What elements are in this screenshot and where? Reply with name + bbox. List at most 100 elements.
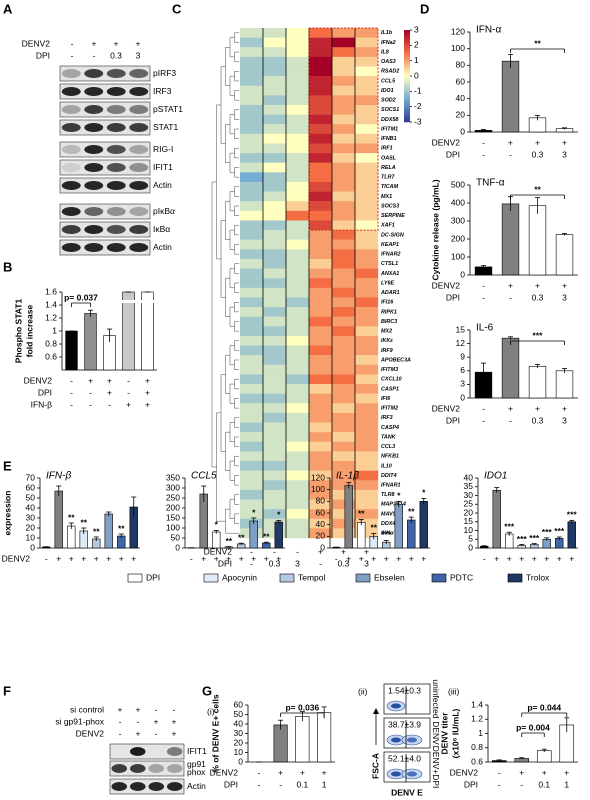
heatmap-cell bbox=[240, 95, 264, 106]
heatmap-cell bbox=[355, 210, 379, 221]
heatmap-cell bbox=[309, 335, 333, 346]
condition-sign: - bbox=[509, 292, 512, 302]
blot-band bbox=[106, 145, 126, 154]
colorbar-step bbox=[404, 57, 410, 61]
condition-sign: 0.3 bbox=[532, 415, 544, 425]
y-tick-label: 15 bbox=[456, 324, 466, 334]
bar bbox=[104, 513, 113, 549]
condition-name: si control bbox=[70, 704, 104, 714]
heatmap-cell bbox=[263, 85, 287, 96]
heatmap-cell bbox=[263, 307, 287, 317]
colorbar-label: -2 bbox=[414, 101, 422, 111]
blot-strip bbox=[59, 221, 151, 238]
gene-label: CASP4 bbox=[381, 425, 399, 431]
condition-sign: + bbox=[569, 553, 574, 563]
condition-sign: - bbox=[279, 779, 282, 789]
condition-sign: - bbox=[273, 546, 276, 556]
heatmap-cell bbox=[309, 528, 333, 539]
heatmap-cell bbox=[263, 316, 287, 327]
heatmap-cell bbox=[286, 191, 310, 202]
condition-sign: + bbox=[136, 704, 141, 714]
heatmap-cell bbox=[355, 345, 379, 356]
heatmap-cell bbox=[355, 364, 379, 375]
heatmap-cell bbox=[355, 124, 379, 135]
heatmap-cell bbox=[332, 384, 356, 394]
heatmap-cell bbox=[240, 66, 264, 77]
y-tick-label: 1 bbox=[478, 728, 483, 738]
heatmap-cell bbox=[332, 451, 356, 462]
gene-label: IDO1 bbox=[381, 88, 394, 94]
condition-sign: + bbox=[519, 767, 524, 777]
colorbar-step bbox=[404, 66, 410, 70]
heatmap-cell bbox=[286, 76, 310, 86]
condition-sign: + bbox=[564, 767, 569, 777]
heatmap-cell bbox=[263, 461, 287, 471]
condition-sign: 0.3 bbox=[338, 558, 350, 568]
heatmap-cell bbox=[332, 307, 356, 317]
y-tick-label: 30 bbox=[26, 512, 36, 522]
blot-strip bbox=[109, 760, 185, 777]
y-tick-label: 0 bbox=[460, 269, 465, 279]
condition-sign: + bbox=[318, 546, 323, 556]
heatmap-cell bbox=[309, 403, 333, 414]
y-tick-label: 9 bbox=[460, 351, 465, 361]
heatmap-cell bbox=[332, 85, 356, 96]
panel-letter: F bbox=[3, 683, 11, 698]
heatmap-cell bbox=[355, 403, 379, 414]
heatmap-cell bbox=[332, 268, 356, 279]
condition-sign: - bbox=[108, 399, 111, 409]
condition-sign: - bbox=[119, 728, 122, 738]
heatmap-cell bbox=[240, 143, 264, 154]
flow-population bbox=[391, 737, 401, 743]
heatmap-cell bbox=[309, 181, 333, 192]
heatmap-cell bbox=[332, 422, 356, 433]
blot-strip bbox=[59, 239, 151, 256]
heatmap-cell bbox=[286, 403, 310, 414]
heatmap-cell bbox=[286, 287, 310, 298]
flow-condition: DENV bbox=[431, 721, 441, 745]
flow-population bbox=[391, 703, 401, 709]
heatmap-cell bbox=[240, 403, 264, 414]
gene-label: MAVS bbox=[381, 511, 397, 517]
heatmap-cell bbox=[355, 518, 379, 529]
significance: ** bbox=[238, 532, 245, 542]
significance: ** bbox=[68, 512, 75, 522]
heatmap-cell bbox=[263, 249, 287, 260]
heatmap-cell bbox=[332, 249, 356, 260]
heatmap-cell bbox=[286, 422, 310, 433]
legend-label: Trolox bbox=[526, 572, 550, 582]
condition-sign: + bbox=[409, 553, 414, 563]
bar bbox=[273, 724, 288, 763]
heatmap-cell bbox=[355, 393, 379, 404]
heatmap-cell bbox=[286, 210, 310, 221]
gene-label: TLR8 bbox=[381, 492, 394, 498]
colorbar-step bbox=[404, 110, 410, 114]
heatmap-cell bbox=[263, 104, 287, 115]
heatmap-cell bbox=[263, 432, 287, 442]
condition-sign: - bbox=[257, 767, 260, 777]
significance: * bbox=[252, 507, 256, 517]
heatmap-cell bbox=[286, 85, 310, 96]
y-tick-label: 0 bbox=[175, 542, 180, 552]
colorbar-step bbox=[404, 71, 410, 74]
gene-label: SOCS3 bbox=[381, 203, 399, 209]
panel-letter: A bbox=[3, 1, 13, 16]
heatmap-cell bbox=[286, 355, 310, 365]
colorbar-step bbox=[404, 69, 410, 72]
heatmap-cell bbox=[355, 480, 379, 491]
heatmap-cell bbox=[355, 509, 379, 519]
heatmap-cell bbox=[286, 172, 310, 183]
blot-band bbox=[129, 105, 149, 114]
blot-band bbox=[84, 163, 104, 172]
heatmap-cell bbox=[332, 355, 356, 365]
bar bbox=[54, 490, 63, 549]
condition-sign: + bbox=[81, 553, 86, 563]
bar bbox=[555, 538, 564, 549]
y-tick-label: 0 bbox=[460, 392, 465, 402]
colorbar-step bbox=[404, 48, 410, 51]
condition-sign: + bbox=[562, 280, 567, 290]
colorbar-step bbox=[404, 64, 410, 68]
heatmap-cell bbox=[332, 509, 356, 519]
y-tick-label: 5 bbox=[468, 534, 473, 544]
gene-label: IKKα bbox=[381, 531, 394, 537]
